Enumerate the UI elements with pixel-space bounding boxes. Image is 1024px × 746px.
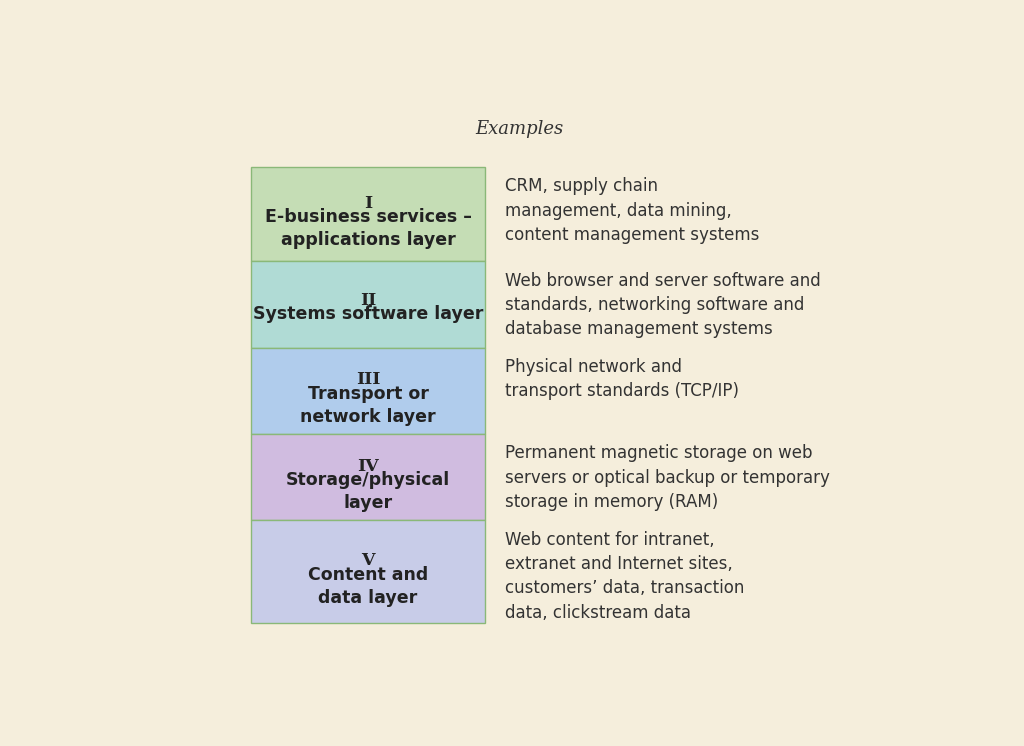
Text: Permanent magnetic storage on web
servers or optical backup or temporary
storage: Permanent magnetic storage on web server… — [505, 445, 829, 511]
Text: Web content for intranet,
extranet and Internet sites,
customers’ data, transact: Web content for intranet, extranet and I… — [505, 531, 744, 621]
Bar — [251, 521, 485, 623]
Bar — [251, 434, 485, 521]
Text: V: V — [361, 552, 375, 569]
Text: Systems software layer: Systems software layer — [253, 305, 483, 323]
Bar — [251, 167, 485, 261]
Bar — [251, 348, 485, 434]
Bar — [251, 261, 485, 348]
Text: Examples: Examples — [475, 120, 564, 138]
Text: II: II — [360, 292, 376, 309]
Text: Web browser and server software and
standards, networking software and
database : Web browser and server software and stan… — [505, 272, 820, 338]
Text: III: III — [356, 372, 380, 389]
Text: CRM, supply chain
management, data mining,
content management systems: CRM, supply chain management, data minin… — [505, 178, 760, 244]
Text: IV: IV — [357, 458, 379, 474]
Text: Physical network and
transport standards (TCP/IP): Physical network and transport standards… — [505, 358, 739, 401]
Text: I: I — [364, 195, 372, 212]
Text: Storage/physical
layer: Storage/physical layer — [286, 471, 451, 513]
Text: Content and
data layer: Content and data layer — [308, 565, 428, 606]
Text: Transport or
network layer: Transport or network layer — [300, 385, 436, 426]
Text: E-business services –
applications layer: E-business services – applications layer — [264, 208, 471, 249]
